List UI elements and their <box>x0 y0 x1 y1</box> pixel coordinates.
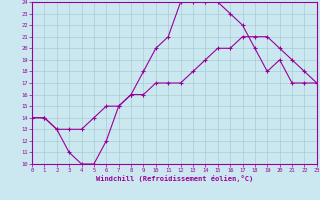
X-axis label: Windchill (Refroidissement éolien,°C): Windchill (Refroidissement éolien,°C) <box>96 175 253 182</box>
